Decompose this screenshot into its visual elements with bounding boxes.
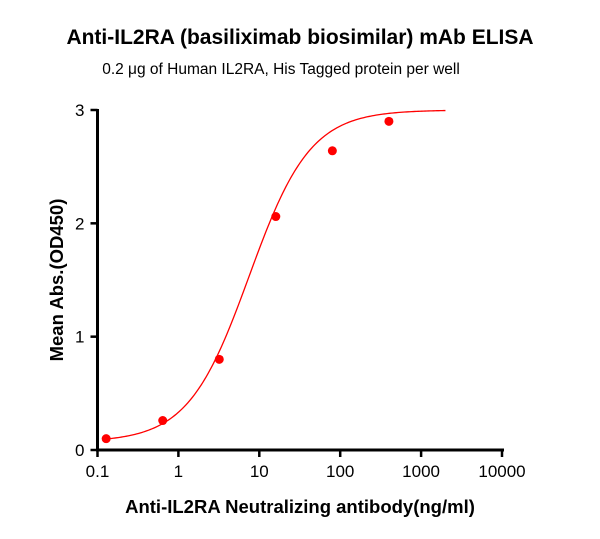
x-tick-label: 0.1 [86, 462, 110, 481]
y-axis-label: Mean Abs.(OD450) [46, 199, 67, 362]
x-tick-label: 100 [326, 462, 354, 481]
chart-title: Anti-IL2RA (basiliximab biosimilar) mAb … [66, 26, 533, 49]
x-tick-label: 10 [250, 462, 269, 481]
fit-curve [106, 109, 446, 440]
data-point [271, 212, 281, 222]
data-point [158, 416, 168, 426]
data-point [327, 146, 337, 156]
y-tick-label: 3 [75, 101, 84, 120]
data-point [101, 434, 111, 444]
x-tick-label: 10000 [478, 462, 525, 481]
data-point [384, 116, 394, 126]
chart-subtitle: 0.2 μg of Human IL2RA, His Tagged protei… [102, 61, 460, 78]
data-point [214, 354, 224, 364]
x-axis-label: Anti-IL2RA Neutralizing antibody(ng/ml) [125, 496, 475, 517]
y-tick-label: 0 [75, 441, 84, 460]
y-tick-label: 2 [75, 214, 84, 233]
x-tick-label: 1000 [402, 462, 440, 481]
y-tick-label: 1 [75, 328, 84, 347]
x-tick-label: 1 [174, 462, 183, 481]
